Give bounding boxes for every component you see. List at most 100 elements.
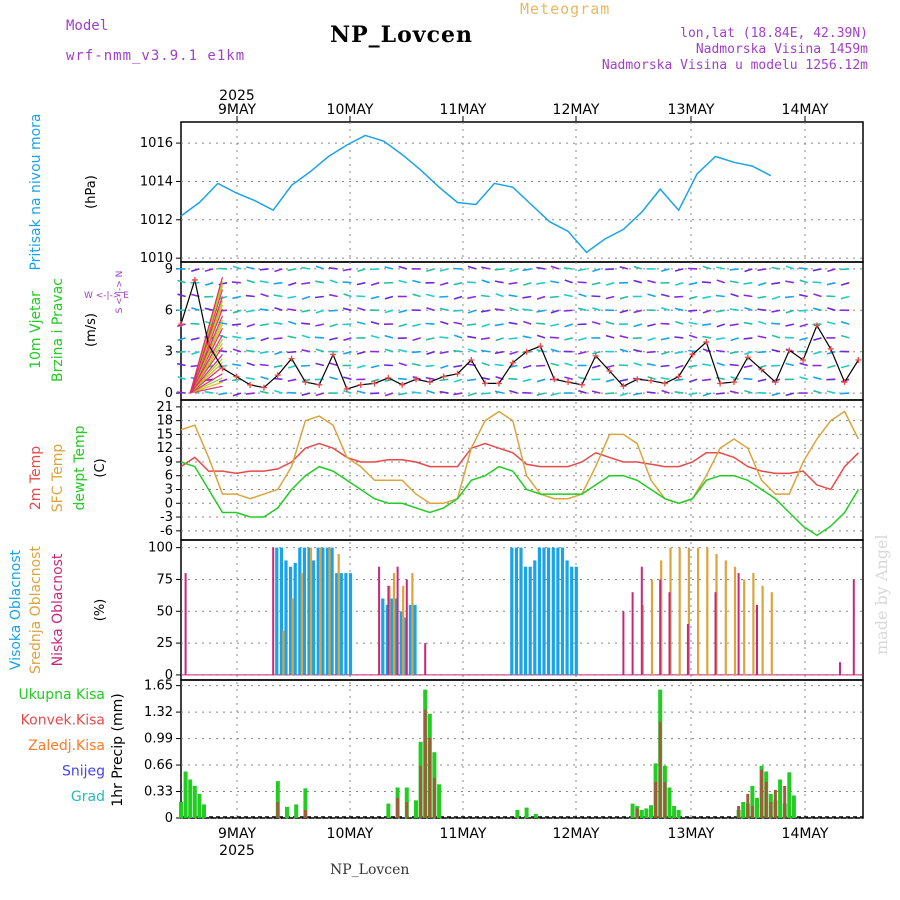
cloud-bar-0 bbox=[551, 547, 555, 675]
wind-unit: (m/s) bbox=[84, 313, 99, 347]
wind-arrow bbox=[578, 293, 587, 298]
wind-arrow bbox=[536, 334, 546, 339]
wind-gust-marker bbox=[495, 380, 502, 387]
wind-arrow bbox=[287, 378, 297, 382]
wind-arrow bbox=[315, 309, 325, 314]
wind-arrow bbox=[356, 390, 366, 394]
day-label-top: 12MAY bbox=[553, 102, 600, 118]
precip-tick-label: 0 bbox=[165, 811, 173, 826]
wind-arrow bbox=[259, 308, 269, 312]
wind-arrow bbox=[301, 322, 311, 325]
wind-arrow bbox=[784, 336, 794, 339]
precip-tick-label: 0.99 bbox=[144, 732, 173, 747]
wind-gust-marker bbox=[592, 352, 599, 359]
precip-bar-1 bbox=[764, 781, 768, 818]
wind-arrow bbox=[329, 279, 338, 284]
wind-arrow bbox=[729, 308, 739, 312]
wind-arrow bbox=[536, 322, 546, 325]
cloud-bar-2 bbox=[272, 547, 275, 675]
day-label-bottom: 12MAY bbox=[553, 826, 600, 842]
wind-arrow bbox=[259, 363, 269, 367]
cloud-bar-2 bbox=[640, 566, 643, 675]
day-label-bottom: 11MAY bbox=[440, 826, 487, 842]
wind-arrow bbox=[715, 337, 725, 341]
wind-speed-line bbox=[180, 277, 859, 390]
precip-bar-0 bbox=[524, 807, 529, 818]
cloud-bar-0 bbox=[519, 547, 523, 675]
wind-arrow bbox=[757, 268, 767, 272]
cloud-bar-0 bbox=[339, 573, 343, 675]
wind-arrow bbox=[260, 337, 269, 342]
wind-gust-marker bbox=[758, 366, 765, 373]
wind-arrow bbox=[287, 268, 297, 272]
wind-arrow bbox=[523, 320, 532, 325]
coords-label: lon,lat (18.84E, 42.39N) bbox=[680, 26, 868, 41]
day-label-top: 11MAY bbox=[440, 102, 487, 118]
wind-arrow bbox=[398, 362, 408, 367]
wind-arrow bbox=[591, 350, 601, 355]
cloud-bar-1 bbox=[752, 573, 755, 675]
wind-arrow bbox=[439, 307, 449, 312]
wind-arrow bbox=[453, 349, 463, 353]
cloud-bar-1 bbox=[319, 547, 322, 675]
cloud-bar-1 bbox=[761, 585, 764, 675]
wind-arrow bbox=[494, 323, 504, 327]
wind-arrow bbox=[204, 281, 214, 286]
wind-gust-marker bbox=[426, 379, 433, 386]
cloud-bar-0 bbox=[293, 562, 297, 675]
wind-arrow bbox=[426, 307, 435, 312]
wind-arrow bbox=[577, 268, 587, 272]
cloud-bar-1 bbox=[650, 579, 654, 675]
wind-arrow bbox=[619, 392, 629, 397]
wind-arrow bbox=[176, 350, 186, 354]
temp-tick-label: 21 bbox=[156, 400, 173, 415]
cloud-bar-0 bbox=[510, 547, 514, 675]
wind-arrow bbox=[287, 335, 297, 339]
precip-bar-1 bbox=[663, 781, 667, 818]
wind-arrow bbox=[480, 337, 490, 340]
wind-arrow bbox=[356, 321, 366, 325]
pressure-tick-label: 1016 bbox=[140, 136, 173, 151]
wind-arrow bbox=[232, 335, 242, 339]
wind-gust-marker bbox=[827, 345, 834, 352]
wind-arrow bbox=[675, 320, 684, 325]
wind-arrow bbox=[329, 293, 338, 298]
precip-bar-1 bbox=[276, 802, 280, 818]
wind-arrow bbox=[301, 281, 311, 285]
wind-arrow bbox=[688, 267, 698, 270]
cloud-bar-2 bbox=[714, 592, 717, 675]
wind-arrow bbox=[591, 281, 601, 286]
wind-arrow bbox=[813, 350, 822, 355]
cloud-bar-0 bbox=[542, 547, 546, 675]
cloud-bar-0 bbox=[533, 560, 537, 675]
wind-arrow bbox=[398, 309, 408, 314]
wind-arrow bbox=[564, 376, 573, 381]
wind-arrow bbox=[578, 389, 587, 394]
precip-bar-0 bbox=[741, 802, 746, 818]
cloud-bar-2 bbox=[756, 604, 758, 675]
wind-arrow bbox=[674, 268, 684, 272]
wind-arrow bbox=[840, 392, 850, 395]
cloud-bar-0 bbox=[381, 598, 385, 675]
day-label-bottom: 13MAY bbox=[668, 826, 715, 842]
wind-arrow bbox=[729, 268, 739, 271]
cloud-bar-2 bbox=[622, 611, 625, 675]
cloud-bar-0 bbox=[560, 547, 565, 675]
wind-arrow bbox=[785, 392, 795, 397]
wind-arrow bbox=[398, 323, 408, 328]
wind-arrow bbox=[439, 295, 449, 298]
wind-arrow bbox=[840, 364, 850, 369]
wind-arrow bbox=[301, 309, 311, 313]
wind-arrow bbox=[480, 349, 490, 353]
wind-arrow bbox=[618, 364, 629, 367]
precip-bar-0 bbox=[755, 797, 759, 818]
cloud-bar-2 bbox=[378, 566, 381, 675]
wind-gust-marker bbox=[413, 376, 420, 383]
wind-arrow bbox=[495, 293, 504, 298]
wind-arrow bbox=[674, 350, 684, 355]
wind-arrow bbox=[384, 392, 394, 397]
wind-arrow bbox=[508, 321, 518, 325]
precip-legend-item: Zaledj.Kisa bbox=[28, 738, 105, 754]
wind-arrow bbox=[301, 364, 311, 367]
wind-gust-marker bbox=[648, 377, 655, 384]
